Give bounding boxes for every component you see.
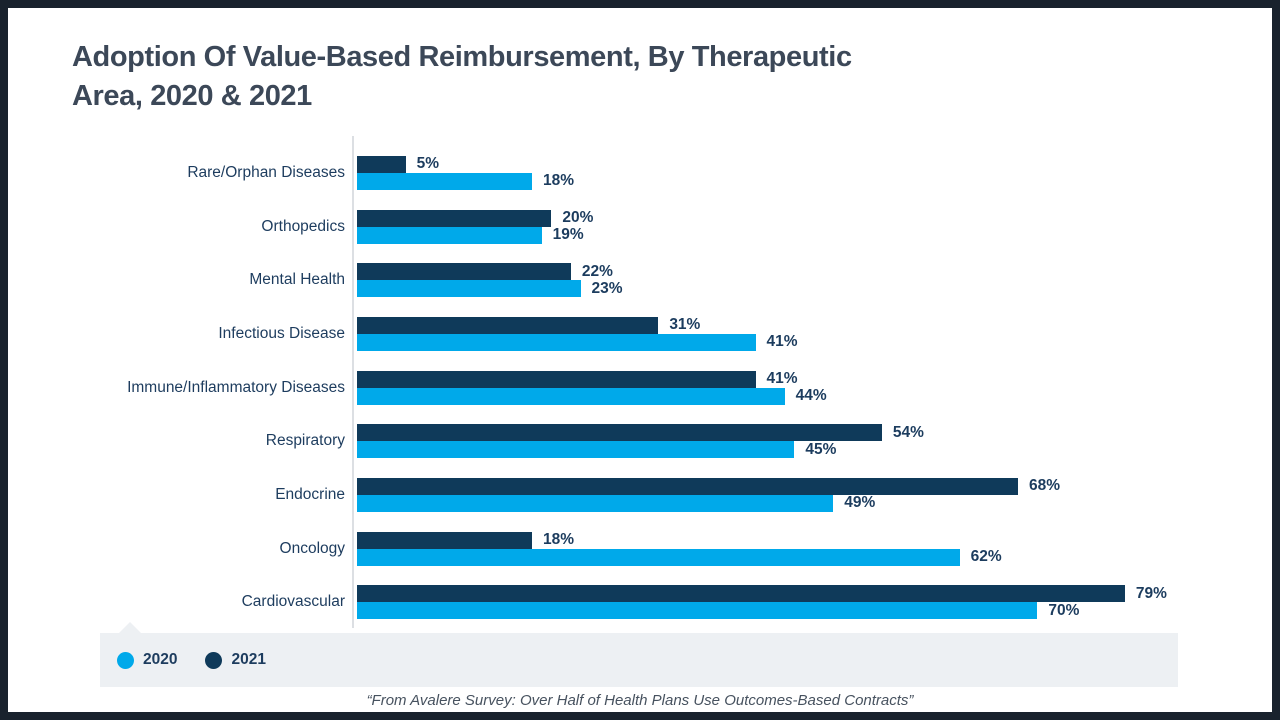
bar-value-label: 22%	[581, 262, 613, 280]
bar-value-label: 18%	[542, 172, 574, 190]
bar-2020	[357, 333, 756, 351]
bar-line-2020: 41%	[357, 333, 798, 351]
bar-2020	[357, 172, 532, 190]
legend: 2020 2021	[100, 633, 1178, 687]
category-row: Cardiovascular 79% 70%	[8, 576, 1272, 630]
bar-pair: 68% 49%	[357, 477, 1060, 512]
bar-2020	[357, 387, 785, 405]
bar-line-2021: 54%	[357, 423, 924, 442]
bar-line-2021: 31%	[357, 316, 798, 334]
bar-line-2020: 18%	[357, 172, 574, 190]
bar-pair: 54% 45%	[357, 423, 924, 459]
bar-value-label: 44%	[795, 387, 827, 405]
category-row: Oncology 18% 62%	[8, 522, 1272, 576]
legend-label-2020: 2020	[143, 651, 178, 668]
bar-line-2020: 45%	[357, 440, 924, 459]
source-note: “From Avalere Survey: Over Half of Healt…	[366, 692, 914, 709]
bar-value-label: 41%	[766, 333, 798, 351]
legend-item-2020: 2020	[117, 651, 177, 669]
page-title: Adoption Of Value-Based Reimbursement, B…	[72, 38, 852, 116]
legend-item-2021: 2021	[205, 651, 266, 669]
page-title-line-1: Adoption Of Value-Based Reimbursement, B…	[72, 41, 852, 73]
bar-value-label: 54%	[892, 423, 924, 441]
bar-2020	[357, 602, 1038, 620]
bar-2020	[357, 441, 795, 459]
category-label: Infectious Disease	[218, 324, 345, 342]
category-row: Immune/Inflammatory Diseases 41% 44%	[8, 361, 1272, 415]
bar-value-label: 41%	[766, 370, 798, 388]
bar-value-label: 49%	[844, 494, 876, 512]
bar-2021	[357, 585, 1125, 603]
category-label: Mental Health	[249, 271, 345, 289]
bar-pair: 18% 62%	[357, 531, 1002, 566]
category-label: Respiratory	[265, 432, 345, 450]
bar-pair: 22% 23%	[357, 262, 623, 298]
bar-2021	[357, 155, 406, 173]
bar-2020	[357, 494, 834, 512]
bar-line-2021: 41%	[357, 370, 827, 388]
category-row: Orthopedics 20% 19%	[8, 200, 1272, 254]
bar-line-2021: 5%	[357, 155, 574, 173]
bar-value-label: 70%	[1048, 601, 1080, 619]
bar-line-2020: 70%	[357, 601, 1167, 620]
category-row: Endocrine 68% 49%	[8, 468, 1272, 522]
category-label: Orthopedics	[261, 217, 345, 235]
bar-value-label: 31%	[669, 316, 701, 334]
bar-2020	[357, 280, 581, 298]
bar-2021	[357, 531, 532, 549]
bar-value-label: 68%	[1028, 477, 1060, 495]
category-label: Cardiovascular	[241, 593, 345, 611]
legend-notch	[119, 622, 141, 633]
bar-pair: 20% 19%	[357, 209, 594, 244]
bar-2020	[357, 548, 960, 566]
bar-pair: 5% 18%	[357, 155, 574, 190]
legend-label-2021: 2021	[231, 651, 266, 668]
bar-value-label: 62%	[970, 548, 1002, 566]
bar-line-2020: 44%	[357, 387, 827, 405]
bar-2021	[357, 424, 882, 442]
legend-dot-2021-icon	[205, 651, 223, 669]
bar-2020	[357, 226, 542, 244]
bar-line-2021: 22%	[357, 262, 623, 281]
category-row: Rare/Orphan Diseases 5% 18%	[8, 146, 1272, 200]
bar-line-2020: 19%	[357, 226, 593, 244]
category-label: Oncology	[279, 539, 345, 557]
bar-line-2020: 49%	[357, 494, 1060, 512]
category-label: Endocrine	[275, 485, 345, 503]
axis-line	[352, 136, 354, 628]
bar-value-label: 19%	[552, 226, 584, 244]
bar-line-2021: 79%	[357, 584, 1167, 603]
bar-pair: 79% 70%	[357, 584, 1167, 620]
bar-2021	[357, 209, 552, 227]
bar-line-2021: 68%	[357, 477, 1060, 495]
bar-value-label: 45%	[805, 440, 837, 458]
bar-rows: Rare/Orphan Diseases 5% 18% Orthopedics 20% 1…	[8, 146, 1272, 629]
bar-line-2021: 20%	[357, 209, 594, 227]
bar-value-label: 5%	[416, 155, 439, 173]
category-row: Infectious Disease 31% 41%	[8, 307, 1272, 361]
bar-value-label: 18%	[542, 531, 574, 549]
bar-2021	[357, 263, 571, 281]
category-label: Immune/Inflammatory Diseases	[127, 378, 345, 396]
bar-line-2020: 62%	[357, 548, 1002, 566]
bar-2021	[357, 316, 659, 334]
bar-value-label: 20%	[562, 209, 594, 227]
category-row: Respiratory 54% 45%	[8, 414, 1272, 468]
bar-line-2021: 18%	[357, 531, 1002, 549]
page-title-line-2: Area, 2020 & 2021	[72, 80, 312, 112]
bar-pair: 41% 44%	[357, 370, 827, 405]
bar-value-label: 23%	[591, 279, 623, 297]
bar-line-2020: 23%	[357, 279, 623, 298]
bar-value-label: 79%	[1135, 584, 1167, 602]
bar-pair: 31% 41%	[357, 316, 798, 351]
bar-2021	[357, 370, 756, 388]
bar-2021	[357, 477, 1018, 495]
legend-dot-2020-icon	[117, 651, 134, 669]
category-label: Rare/Orphan Diseases	[187, 163, 345, 181]
category-row: Mental Health 22% 23%	[8, 253, 1272, 307]
